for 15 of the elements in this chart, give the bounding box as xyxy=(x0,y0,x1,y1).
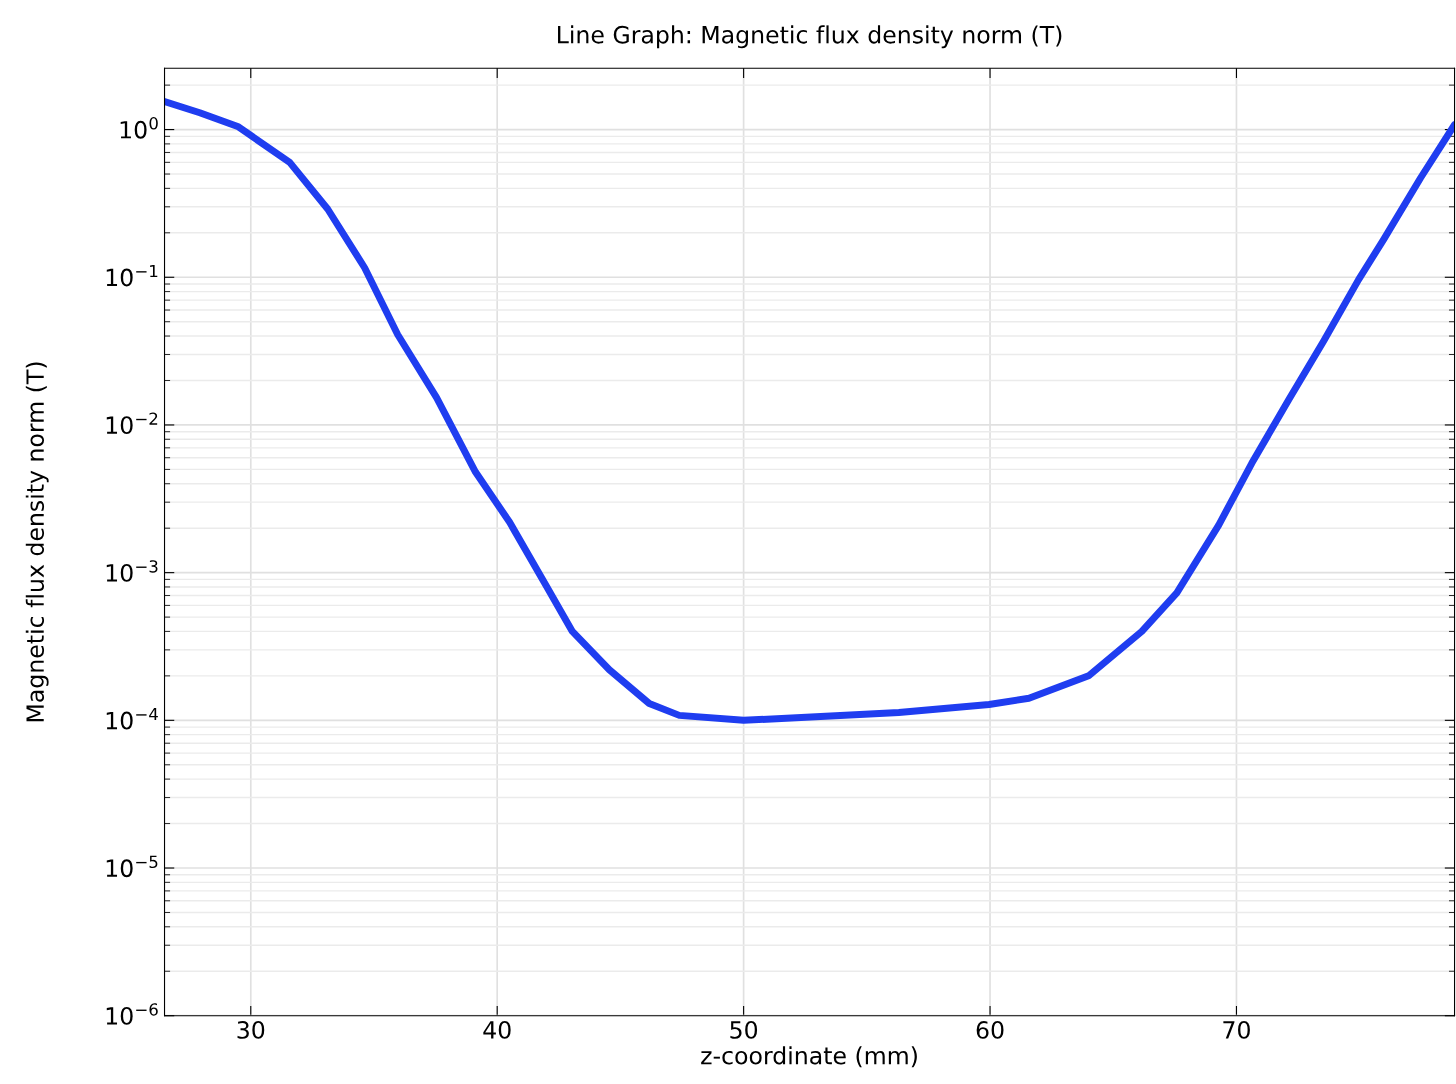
y-tick-label: 10$^{−2}$ xyxy=(106,412,158,435)
x-tick-label: 70 xyxy=(1223,1020,1250,1039)
x-tick-label: 40 xyxy=(483,1020,511,1039)
y-tick-label: 10$^{0}$ xyxy=(120,117,158,139)
x-axis-title: z-coordinate (mm) xyxy=(701,1046,917,1068)
y-tick-label: 10$^{−1}$ xyxy=(106,264,158,287)
y-tick-label: 10$^{−6}$ xyxy=(106,1003,158,1025)
x-tick-label: 50 xyxy=(730,1020,758,1039)
chart-title: Line Graph: Magnetic flux density norm (T) xyxy=(558,25,1062,49)
x-tick-label: 30 xyxy=(237,1020,265,1039)
x-tick-label: 60 xyxy=(976,1020,1004,1039)
y-axis-title: Magnetic flux density norm (T) xyxy=(25,362,49,722)
y-tick-label: 10$^{−3}$ xyxy=(106,560,158,582)
y-tick-label: 10$^{−5}$ xyxy=(106,855,158,878)
y-tick-label: 10$^{−4}$ xyxy=(106,708,158,730)
